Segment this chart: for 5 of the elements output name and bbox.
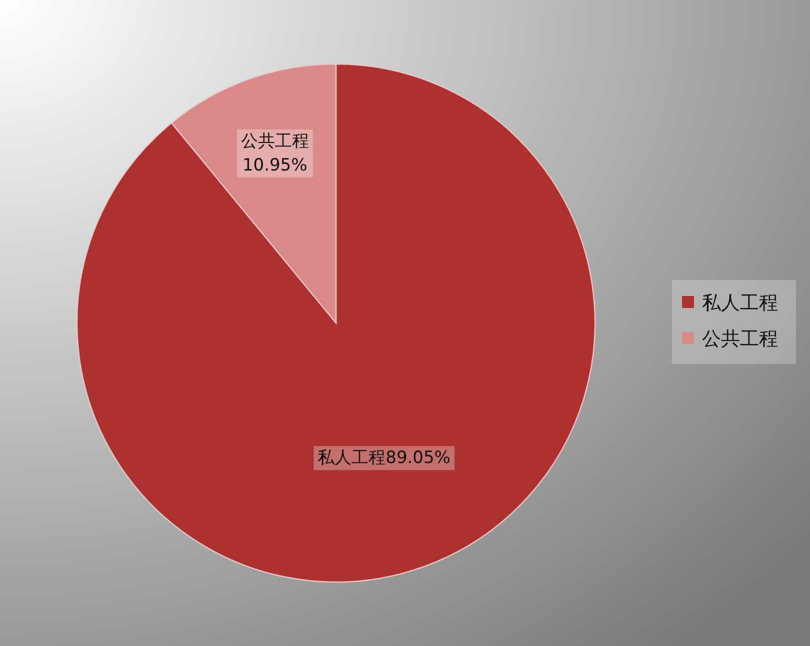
slice-label: 公共工程 <box>240 131 309 152</box>
slice-label: 私人工程 <box>702 292 778 314</box>
category-label: 私人工程89.05% <box>318 448 450 468</box>
legend-label: 公共工程 <box>702 328 778 350</box>
data-label: 10.95% <box>242 155 308 176</box>
